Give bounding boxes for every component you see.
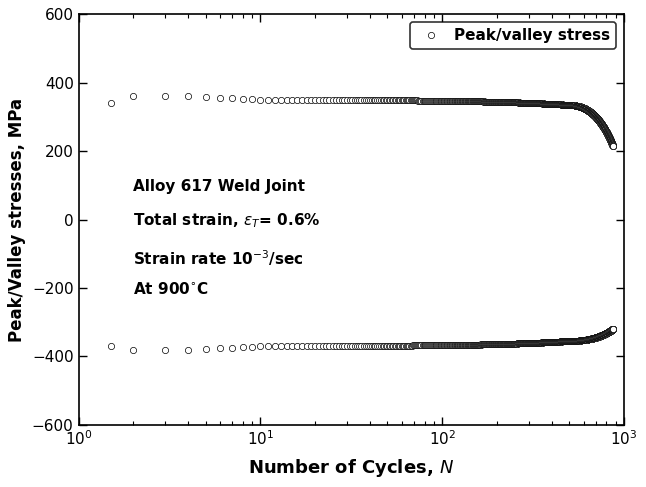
Peak/valley stress [129, 94, 137, 99]
X-axis label: Number of Cycles, $\it{N}$: Number of Cycles, $\it{N}$ [248, 457, 454, 479]
Legend: Peak/valley stress: Peak/valley stress [410, 22, 616, 49]
Peak/valley stress [512, 99, 519, 105]
Y-axis label: Peak/Valley stresses, MPa: Peak/Valley stresses, MPa [8, 97, 26, 341]
Text: Alloy 617 Weld Joint: Alloy 617 Weld Joint [133, 179, 305, 193]
Text: Total strain, $\varepsilon_{T}$= 0.6%: Total strain, $\varepsilon_{T}$= 0.6% [133, 211, 320, 230]
Peak/valley stress [558, 102, 566, 108]
Peak/valley stress [544, 101, 552, 107]
Peak/valley stress [609, 143, 617, 149]
Peak/valley stress [364, 97, 371, 103]
Peak/valley stress [559, 102, 567, 108]
Peak/valley stress [525, 100, 532, 106]
Text: At 900$^{\circ}$C: At 900$^{\circ}$C [133, 281, 209, 297]
Line: Peak/valley stress: Peak/valley stress [107, 94, 616, 149]
Peak/valley stress [107, 100, 114, 106]
Text: Strain rate 10$^{-3}$/sec: Strain rate 10$^{-3}$/sec [133, 248, 304, 268]
